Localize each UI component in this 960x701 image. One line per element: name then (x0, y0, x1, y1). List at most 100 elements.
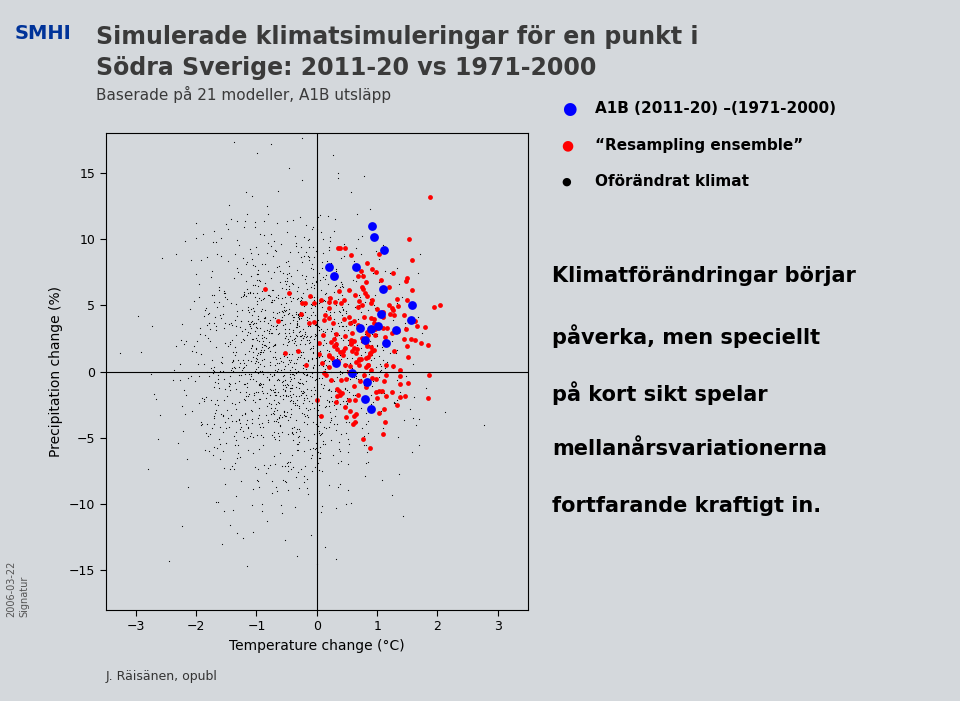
Point (266, 432, 281, 443)
Point (242, 368, 257, 379)
Point (251, 268, 266, 279)
Point (321, 302, 336, 313)
Point (356, 430, 372, 442)
Point (373, 405, 389, 416)
Point (312, 452, 327, 463)
Point (341, 339, 356, 350)
Point (410, 268, 425, 279)
Point (325, 374, 341, 386)
Point (287, 311, 302, 322)
Point (288, 397, 303, 409)
Point (237, 348, 252, 359)
Point (229, 215, 245, 226)
Point (238, 275, 253, 287)
Point (277, 534, 293, 545)
Point (392, 278, 407, 290)
Point (180, 373, 196, 384)
Point (264, 476, 279, 487)
Point (267, 360, 282, 371)
Point (335, 367, 350, 378)
Point (304, 299, 320, 311)
Point (256, 229, 272, 240)
Point (236, 222, 252, 233)
Point (260, 208, 276, 219)
Point (226, 137, 241, 148)
Point (248, 386, 263, 397)
Point (375, 284, 391, 295)
Point (172, 374, 187, 386)
Point (363, 298, 378, 309)
Point (280, 255, 296, 266)
Point (206, 361, 222, 372)
Point (253, 378, 269, 389)
Point (263, 384, 278, 395)
Point (232, 321, 248, 332)
Point (300, 489, 315, 500)
Point (381, 299, 396, 311)
Point (357, 311, 372, 322)
Point (372, 386, 387, 397)
Point (213, 313, 228, 324)
Point (289, 426, 304, 437)
Point (413, 248, 428, 259)
Point (285, 449, 300, 461)
Point (293, 377, 308, 388)
Point (299, 297, 314, 308)
Point (400, 377, 416, 388)
Point (319, 270, 334, 281)
Point (268, 351, 283, 362)
Point (306, 297, 322, 308)
Point (332, 399, 348, 410)
Point (274, 298, 289, 309)
Point (218, 218, 233, 229)
Point (300, 354, 316, 365)
Point (169, 248, 184, 259)
Point (323, 336, 338, 348)
Point (276, 348, 291, 360)
Point (321, 384, 336, 395)
Point (324, 149, 340, 161)
Point (332, 436, 348, 447)
Point (308, 245, 324, 257)
Point (292, 482, 307, 494)
Point (285, 428, 300, 440)
Point (277, 384, 293, 395)
Point (301, 337, 317, 348)
Point (382, 348, 397, 359)
Point (283, 355, 299, 366)
Point (298, 273, 313, 285)
Point (346, 255, 361, 266)
Point (302, 370, 318, 381)
Point (228, 491, 244, 502)
Point (294, 390, 309, 401)
Point (375, 323, 391, 334)
Point (266, 409, 281, 420)
Point (291, 438, 306, 449)
Point (355, 301, 371, 312)
Point (205, 449, 221, 461)
Point (252, 322, 268, 334)
Point (248, 366, 263, 377)
Point (364, 365, 379, 376)
Point (277, 477, 293, 488)
Point (236, 431, 252, 442)
Point (290, 439, 305, 450)
Point (349, 358, 365, 369)
Point (329, 418, 345, 430)
Point (309, 348, 324, 359)
Point (363, 312, 378, 323)
Point (259, 341, 275, 352)
Point (246, 432, 261, 443)
Text: ●: ● (562, 100, 576, 118)
Point (247, 462, 262, 473)
Point (257, 339, 273, 350)
Point (284, 278, 300, 289)
Point (218, 437, 233, 449)
Point (246, 303, 261, 314)
Point (433, 299, 448, 311)
Point (322, 400, 337, 411)
Point (285, 397, 300, 409)
Point (252, 348, 268, 360)
Point (279, 407, 295, 418)
Point (421, 192, 437, 203)
